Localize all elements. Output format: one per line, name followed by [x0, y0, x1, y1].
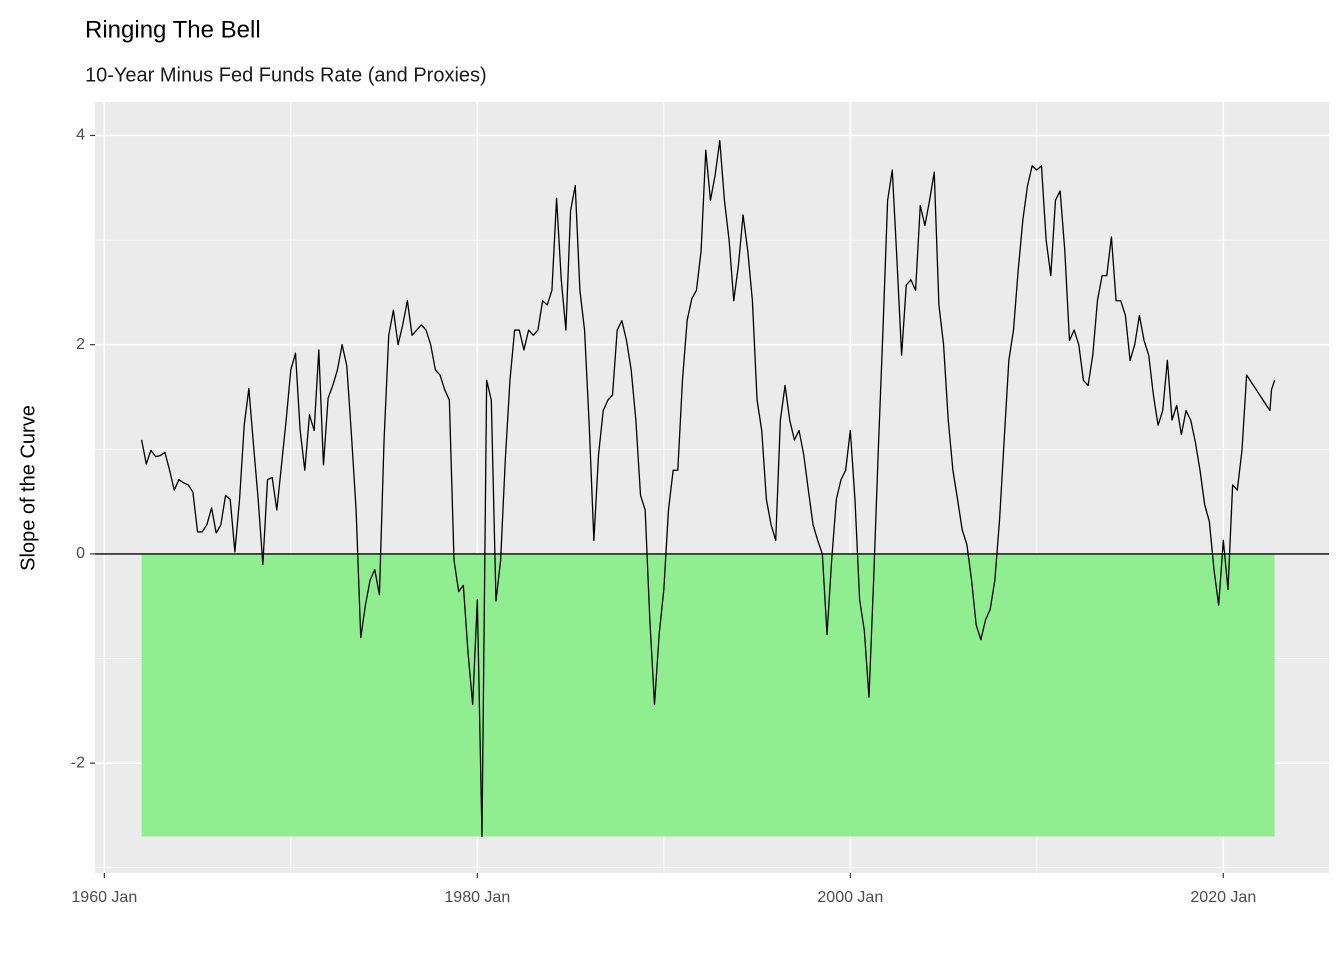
y-tick-label: -2 [71, 754, 85, 771]
y-tick-label: 2 [76, 336, 85, 353]
axes: -2 0 2 4 1960 Jan 1980 Jan 2000 Jan 2020 Jan [71, 127, 1256, 907]
chart-subtitle: 10-Year Minus Fed Funds Rate (and Proxie… [85, 64, 487, 86]
x-tick-label: 2020 Jan [1190, 889, 1256, 906]
chart-title: Ringing The Bell [85, 16, 261, 43]
shaded-region [141, 553, 1275, 837]
y-tick-label: 0 [76, 545, 85, 562]
y-tick-label: 4 [76, 127, 85, 144]
x-tick-label: 1960 Jan [71, 889, 137, 906]
marks [95, 140, 1329, 838]
x-tick-label: 1980 Jan [444, 889, 510, 906]
x-tick-label: 2000 Jan [817, 889, 883, 906]
data-line [140, 140, 1276, 838]
y-axis-label: Slope of the Curve [17, 405, 39, 571]
